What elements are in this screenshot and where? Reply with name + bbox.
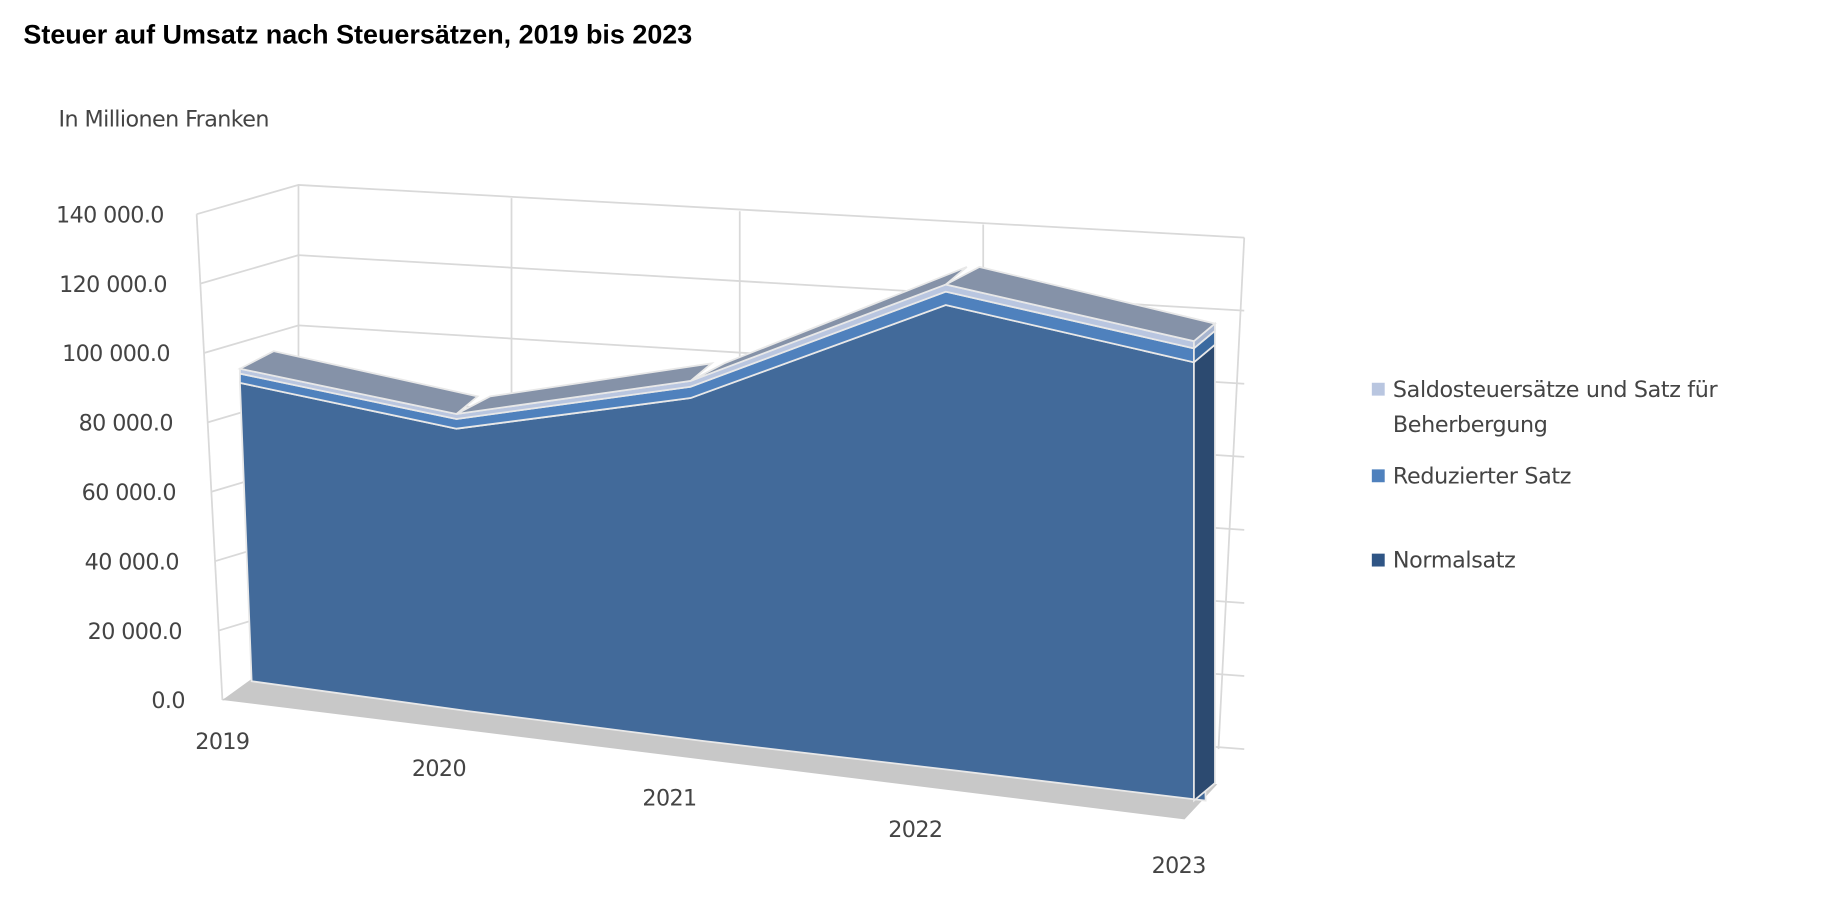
area-top-surface (456, 362, 715, 415)
area-top-surface (690, 266, 968, 382)
area-top-surface (237, 350, 480, 415)
y-tick-label: 40 000.0 (85, 549, 179, 575)
x-tick-label: 2019 (195, 729, 249, 755)
gridline-vertical (1217, 237, 1246, 750)
y-tick-label: 100 000.0 (62, 341, 170, 367)
y-tick-label: 20 000.0 (88, 619, 182, 645)
legend: Saldosteuersätze und Satz für Beherbergu… (1369, 372, 1755, 578)
legend-label-reduziert: Reduzierter Satz (1392, 463, 1572, 490)
y-axis-unit-label: In Millionen Franken (58, 106, 270, 133)
gridline (196, 184, 1245, 239)
area-top-surface (943, 266, 1217, 343)
legend-item-normalsatz: Normalsatz (1369, 543, 1755, 578)
legend-swatch-reduziert (1371, 469, 1385, 483)
area-side-normalsatz (1193, 342, 1216, 803)
x-tick-label: 2023 (1152, 853, 1206, 879)
x-tick-label: 2020 (412, 756, 466, 782)
legend-swatch-normalsatz (1371, 553, 1385, 567)
legend-label-saldo: Saldosteuersätze und Satz für Beherbergu… (1392, 376, 1718, 438)
legend-swatch-saldo (1371, 382, 1385, 396)
legend-item-saldo: Saldosteuersätze und Satz für Beherbergu… (1369, 372, 1755, 449)
legend-item-reduziert: Reduzierter Satz (1369, 459, 1755, 543)
y-tick-label: 120 000.0 (59, 272, 167, 298)
y-tick-label: 60 000.0 (82, 480, 176, 506)
y-axis-line (195, 214, 224, 701)
x-tick-label: 2021 (642, 785, 696, 811)
x-tick-label: 2022 (888, 817, 942, 843)
floor (222, 678, 1218, 820)
chart-title: Steuer auf Umsatz nach Steuersätzen, 201… (23, 18, 693, 50)
y-tick-label: 140 000.0 (56, 202, 164, 228)
y-tick-label: 80 000.0 (79, 411, 173, 437)
legend-label-normalsatz: Normalsatz (1392, 547, 1516, 574)
y-tick-label: 0.0 (151, 688, 185, 714)
